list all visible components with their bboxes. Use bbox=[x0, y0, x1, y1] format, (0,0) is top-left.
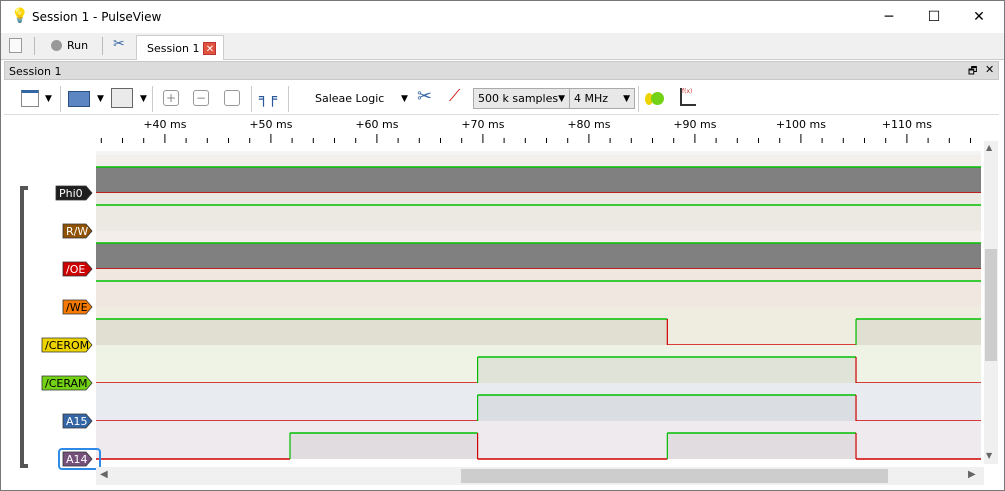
chevron-down-icon: ▼ bbox=[558, 94, 565, 104]
ruler-label: +70 ms bbox=[461, 118, 504, 131]
open-file-icon[interactable] bbox=[68, 91, 90, 107]
channel-label[interactable]: /WE bbox=[66, 301, 88, 314]
new-session-icon[interactable] bbox=[9, 38, 22, 53]
ruler-label: +50 ms bbox=[249, 118, 292, 131]
math-signal-icon[interactable]: f(x) bbox=[680, 88, 696, 106]
minimize-button[interactable]: ─ bbox=[884, 9, 894, 25]
trace-view[interactable]: +40 ms +50 ms +60 ms +70 ms +80 ms +90 ms +100… bbox=[4, 115, 984, 487]
separator bbox=[288, 86, 289, 112]
samples-value: 500 k samples bbox=[478, 92, 559, 105]
scroll-left-icon[interactable]: ◀ bbox=[100, 469, 108, 480]
signal-high-fill bbox=[477, 357, 857, 383]
decoder-icon[interactable] bbox=[645, 93, 653, 105]
trace-row-bg bbox=[96, 307, 981, 345]
device-config-icon[interactable]: ✂ bbox=[417, 86, 433, 107]
ruler-label: +110 ms bbox=[882, 118, 932, 131]
scroll-down-icon[interactable]: ▼ bbox=[986, 451, 993, 460]
ruler-label: +60 ms bbox=[355, 118, 398, 131]
channel-label[interactable]: /CEROM bbox=[45, 339, 89, 352]
channel-label-tag bbox=[62, 299, 93, 315]
zoom-fit-icon[interactable] bbox=[224, 90, 240, 106]
channel-label-tag bbox=[41, 337, 93, 353]
settings-tools-icon[interactable]: ✂ bbox=[113, 36, 125, 52]
channel-label-tag bbox=[41, 375, 93, 391]
trace-row-bg bbox=[96, 421, 981, 459]
chevron-down-icon[interactable]: ▼ bbox=[401, 94, 408, 104]
float-icon[interactable]: 🗗 bbox=[968, 66, 978, 77]
toolbar: ▼ ▼ ▼ + − ╕╒ Saleae Logic ▼ ✂ ⟋ 500 k sa… bbox=[4, 81, 999, 115]
clock-signal-fill bbox=[96, 243, 981, 269]
ruler-label: +100 ms bbox=[776, 118, 826, 131]
trace-canvas[interactable]: +40 ms +50 ms +60 ms +70 ms +80 ms +90 ms +100… bbox=[4, 115, 984, 487]
separator bbox=[638, 86, 639, 112]
chevron-down-icon: ▼ bbox=[623, 94, 630, 104]
close-button[interactable]: ✕ bbox=[973, 9, 985, 25]
window-title: Session 1 - PulseView bbox=[32, 10, 162, 24]
separator bbox=[34, 37, 35, 55]
trace-row-bg bbox=[96, 269, 981, 307]
probe-icon[interactable]: ⟋ bbox=[449, 86, 461, 105]
group-bracket bbox=[20, 186, 28, 468]
session-dock-title: Session 1 🗗 ✕ bbox=[4, 61, 999, 80]
channel-label-tag bbox=[62, 261, 93, 277]
new-view-icon[interactable] bbox=[21, 90, 39, 107]
signal-high-fill bbox=[96, 319, 668, 345]
channel-label-tag bbox=[62, 413, 93, 429]
signal-high-fill bbox=[477, 395, 857, 421]
chevron-down-icon[interactable]: ▼ bbox=[140, 94, 147, 104]
chevron-down-icon[interactable]: ▼ bbox=[45, 94, 52, 104]
save-icon[interactable] bbox=[111, 88, 133, 108]
app-icon: 💡 bbox=[11, 8, 29, 24]
ruler-label: +90 ms bbox=[673, 118, 716, 131]
trace-row-bg bbox=[96, 345, 981, 383]
channel-label[interactable]: /CERAM bbox=[45, 377, 88, 390]
separator bbox=[60, 86, 61, 112]
dock-title: Session 1 bbox=[9, 65, 62, 78]
channel-label-tag bbox=[55, 185, 93, 201]
horizontal-scrollbar[interactable]: ◀ ▶ bbox=[96, 467, 984, 485]
zoom-in-icon[interactable]: + bbox=[163, 90, 179, 106]
horizontal-scroll-thumb[interactable] bbox=[461, 469, 888, 483]
device-selector[interactable]: Saleae Logic bbox=[315, 92, 385, 105]
separator bbox=[102, 37, 103, 55]
chevron-down-icon[interactable]: ▼ bbox=[97, 94, 104, 104]
channel-label[interactable]: A15 bbox=[66, 415, 88, 428]
clock-signal-fill bbox=[96, 167, 981, 193]
zoom-out-icon[interactable]: − bbox=[193, 90, 209, 106]
close-tab-icon[interactable]: ✕ bbox=[203, 42, 217, 55]
channel-label-tag bbox=[62, 451, 93, 467]
channel-label[interactable]: Phi0 bbox=[59, 187, 83, 200]
tab-label: Session 1 bbox=[147, 42, 200, 55]
scroll-right-icon[interactable]: ▶ bbox=[968, 469, 976, 480]
tab-session-1[interactable]: Session 1 ✕ bbox=[136, 35, 224, 60]
signal-high-fill bbox=[856, 319, 981, 345]
samples-select[interactable]: 500 k samples ▼ bbox=[473, 88, 570, 109]
selection-highlight bbox=[58, 448, 101, 470]
vertical-scroll-thumb[interactable] bbox=[985, 249, 997, 361]
channel-label[interactable]: /OE bbox=[66, 263, 85, 276]
signal-high-fill bbox=[667, 433, 857, 459]
run-icon[interactable] bbox=[51, 40, 62, 51]
samplerate-select[interactable]: 4 MHz ▼ bbox=[569, 88, 635, 109]
separator bbox=[152, 86, 153, 112]
maximize-button[interactable]: ☐ bbox=[927, 9, 941, 25]
channel-label-tag bbox=[62, 223, 93, 239]
cursors-icon[interactable]: ╕╒ bbox=[259, 89, 278, 107]
trace-row-bg bbox=[96, 383, 981, 421]
ruler-label: +40 ms bbox=[143, 118, 186, 131]
ruler-label: +80 ms bbox=[567, 118, 610, 131]
main-tab-bar: Run ✂ Session 1 ✕ bbox=[1, 33, 1004, 60]
vertical-scrollbar[interactable]: ▲ ▼ bbox=[984, 141, 998, 464]
dock-close-icon[interactable]: ✕ bbox=[985, 63, 995, 76]
signal-high-fill bbox=[289, 433, 478, 459]
scroll-up-icon[interactable]: ▲ bbox=[986, 143, 993, 152]
channel-label[interactable]: R/W bbox=[66, 225, 88, 238]
trace-row-bg bbox=[96, 193, 981, 231]
separator bbox=[251, 86, 252, 112]
channel-label[interactable]: A14 bbox=[66, 453, 88, 466]
run-button[interactable]: Run bbox=[67, 39, 89, 52]
decoder-icon-part bbox=[651, 92, 664, 105]
samplerate-value: 4 MHz bbox=[574, 92, 609, 105]
title-bar: 💡 Session 1 - PulseView ─ ☐ ✕ bbox=[1, 1, 1004, 33]
